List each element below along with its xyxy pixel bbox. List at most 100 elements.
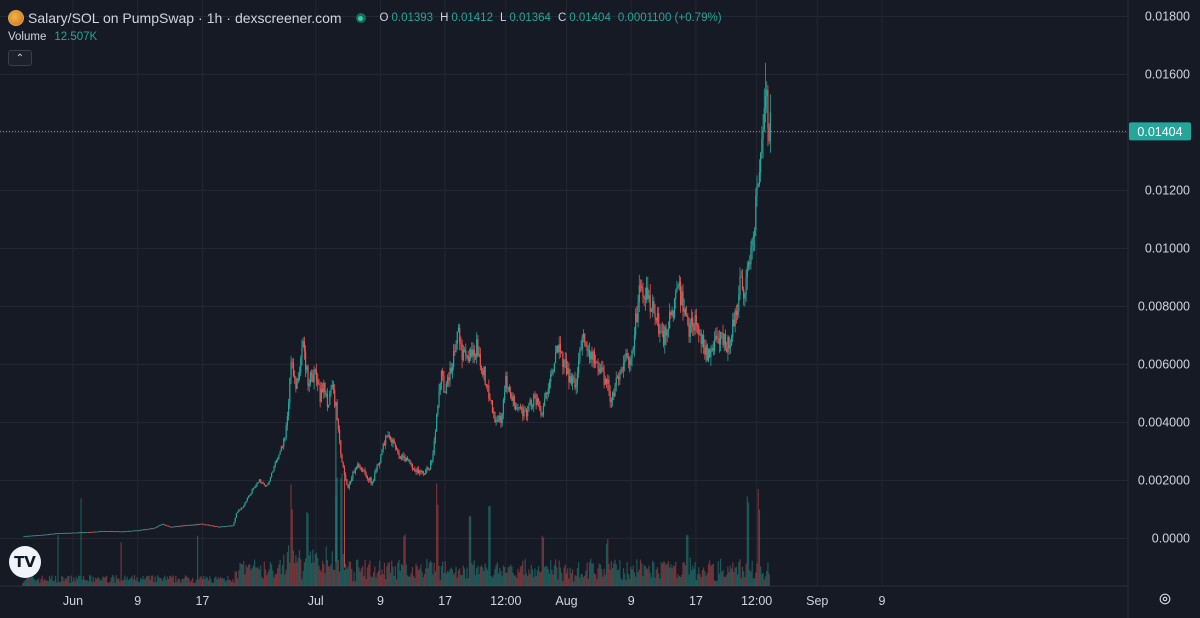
volume-bar	[30, 576, 32, 586]
volume-bar	[675, 562, 677, 586]
candle-body	[352, 472, 354, 479]
chart-header: Salary/SOL on PumpSwap · 1h · dexscreene…	[8, 8, 726, 28]
candle-body	[411, 463, 413, 470]
volume-bar	[598, 563, 600, 586]
volume-bar	[116, 578, 119, 586]
volume-bar	[533, 577, 535, 586]
volume-bar	[120, 542, 122, 586]
open-label: O	[379, 12, 389, 24]
volume-bar	[173, 582, 176, 586]
candle-body	[712, 347, 714, 352]
candle-body	[274, 462, 276, 467]
volume-bar	[688, 574, 690, 586]
candle-body	[283, 438, 285, 447]
candle-body	[280, 446, 282, 452]
candle-body	[334, 389, 336, 407]
candle-body	[290, 362, 292, 379]
candle-body	[494, 411, 496, 423]
candle-body	[294, 375, 296, 378]
volume-bar	[136, 577, 138, 586]
candle-body	[47, 534, 49, 536]
volume-bar	[753, 577, 756, 586]
volume-bar	[255, 567, 257, 586]
collapse-legend-button[interactable]: ⌃	[8, 50, 32, 66]
volume-bar	[194, 582, 196, 586]
candle-body	[423, 473, 426, 475]
candle-body	[107, 531, 109, 532]
volume-bar	[660, 562, 662, 586]
candle-body	[320, 388, 322, 402]
volume-bar	[246, 567, 248, 586]
volume-bar	[321, 560, 324, 586]
volume-bar	[320, 571, 322, 586]
candle-body	[455, 343, 457, 352]
volume-bar	[319, 569, 321, 586]
volume-bar	[163, 577, 165, 586]
candle-body	[493, 411, 495, 414]
tradingview-logo[interactable]: TV	[9, 546, 41, 578]
volume-bar	[487, 569, 489, 586]
volume-bar	[75, 576, 77, 586]
candle-body	[81, 532, 83, 534]
candle-body	[48, 533, 51, 535]
volume-bar	[415, 563, 417, 586]
candle-body	[258, 479, 261, 483]
volume-bar	[349, 562, 352, 586]
volume-bar	[554, 559, 557, 586]
volume-bar	[148, 575, 150, 586]
volume-bar	[648, 565, 650, 586]
volume-bar	[669, 567, 671, 586]
interval-label[interactable]: 1h	[206, 10, 223, 26]
candle-body	[24, 536, 26, 537]
candle-body	[226, 526, 228, 527]
volume-bar	[442, 561, 444, 586]
candle-body	[571, 377, 574, 384]
candle-body	[278, 454, 280, 459]
volume-bar	[133, 575, 136, 586]
candle-body	[593, 351, 596, 364]
volume-bar	[260, 565, 262, 586]
volume-bar	[456, 577, 458, 586]
volume-bar	[400, 563, 403, 586]
candle-body	[699, 333, 701, 334]
candle-body	[412, 469, 415, 470]
candle-body	[513, 396, 515, 407]
volume-bar	[329, 566, 331, 586]
candle-body	[255, 485, 257, 488]
candle-body	[380, 454, 382, 463]
candle-body	[439, 383, 441, 391]
candle-body	[297, 378, 299, 382]
volume-bar	[470, 516, 472, 586]
candle-body	[671, 310, 673, 315]
candle-body	[53, 533, 55, 535]
y-tick-label: 0.008000	[1138, 300, 1190, 314]
candle-body	[729, 345, 731, 349]
volume-bar	[296, 562, 298, 586]
volume-bar	[482, 567, 484, 586]
volume-bar	[40, 578, 42, 586]
gear-icon[interactable]	[1158, 592, 1172, 606]
volume-bar	[59, 581, 62, 586]
candle-body	[514, 406, 517, 410]
candle-body	[536, 398, 538, 405]
candle-body	[400, 457, 403, 459]
candle-body	[755, 195, 757, 231]
volume-bar	[85, 580, 87, 586]
volume-bar	[607, 538, 609, 586]
candle-body	[323, 382, 325, 393]
volume-bar	[295, 555, 297, 586]
volume-bar	[605, 543, 608, 586]
volume-bar	[478, 573, 480, 586]
y-tick-label: 0.01800	[1145, 10, 1190, 24]
volume-bar	[474, 575, 477, 586]
volume-bar	[165, 579, 167, 586]
volume-bar	[767, 562, 769, 586]
candle-body	[307, 366, 309, 386]
candle-body	[544, 398, 546, 406]
y-tick-label: 0.01000	[1145, 242, 1190, 256]
volume-bar	[269, 561, 271, 586]
volume-bar	[693, 568, 695, 586]
volume-bar	[699, 573, 701, 586]
candle-body	[470, 349, 472, 358]
